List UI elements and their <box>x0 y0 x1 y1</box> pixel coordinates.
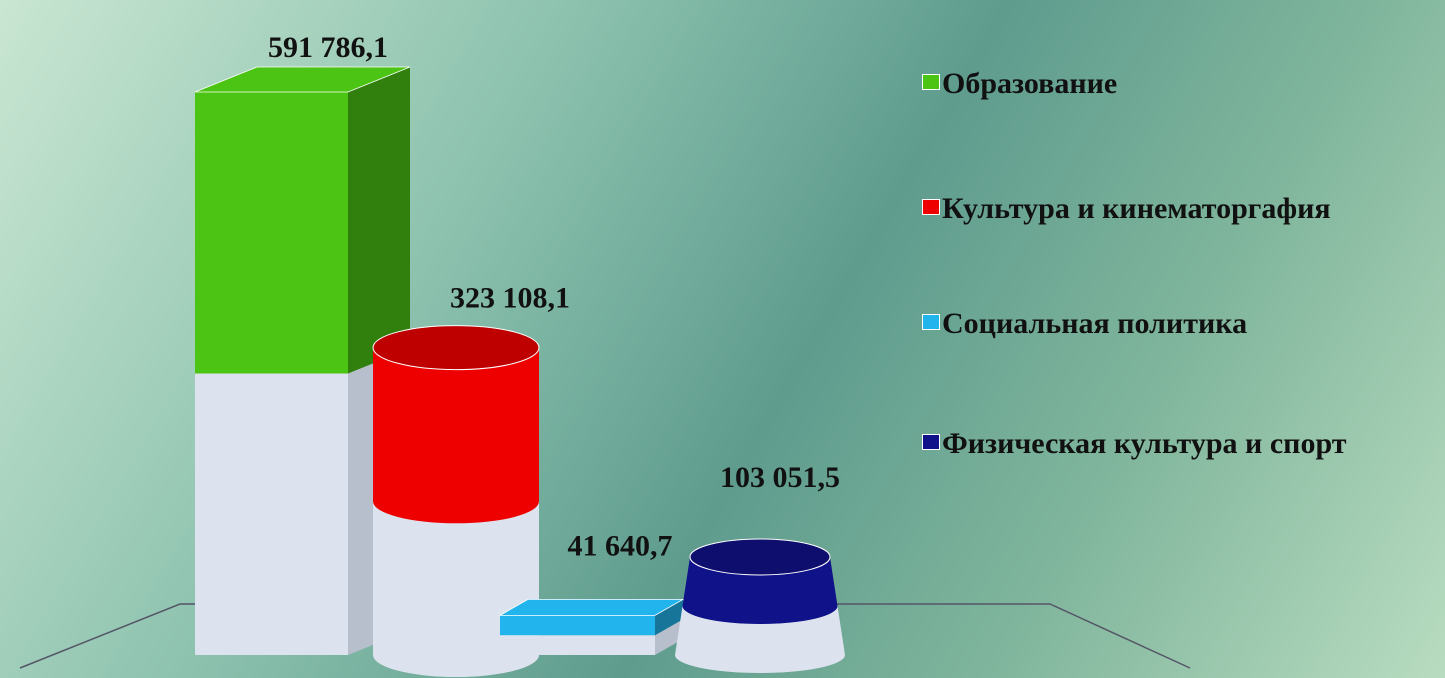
bar-body-lower <box>373 501 539 677</box>
bar-front-lower <box>195 373 348 655</box>
legend-label: Культура и кинематоргафия <box>942 192 1331 225</box>
legend-swatch <box>922 199 940 215</box>
bar-body <box>682 556 838 624</box>
bar-top <box>372 325 540 371</box>
bar <box>194 66 411 655</box>
legend-label: Образование <box>942 67 1118 100</box>
data-label: 323 108,1 <box>450 282 570 315</box>
bar-front <box>195 92 348 374</box>
bar-body <box>373 347 539 524</box>
bar <box>498 598 685 655</box>
bar-front <box>500 615 655 636</box>
bar-body-lower <box>675 605 845 673</box>
bar-side <box>348 67 410 374</box>
legend-swatch <box>922 74 940 90</box>
data-label: 103 051,5 <box>720 461 840 494</box>
data-label: 591 786,1 <box>268 31 388 64</box>
legend-label: Социальная политика <box>942 307 1248 340</box>
bar-top <box>689 538 831 576</box>
data-label: 41 640,7 <box>568 529 673 562</box>
bar-side <box>655 599 683 636</box>
bar <box>372 325 540 677</box>
bar-top <box>194 66 411 93</box>
legend-label: Физическая культура и спорт <box>942 427 1347 460</box>
legend-swatch <box>922 314 940 330</box>
bar-front-lower <box>500 635 655 655</box>
bar-side-lower <box>655 619 683 655</box>
bar-top <box>498 598 685 616</box>
legend-swatch <box>922 434 940 450</box>
bar <box>675 538 845 673</box>
